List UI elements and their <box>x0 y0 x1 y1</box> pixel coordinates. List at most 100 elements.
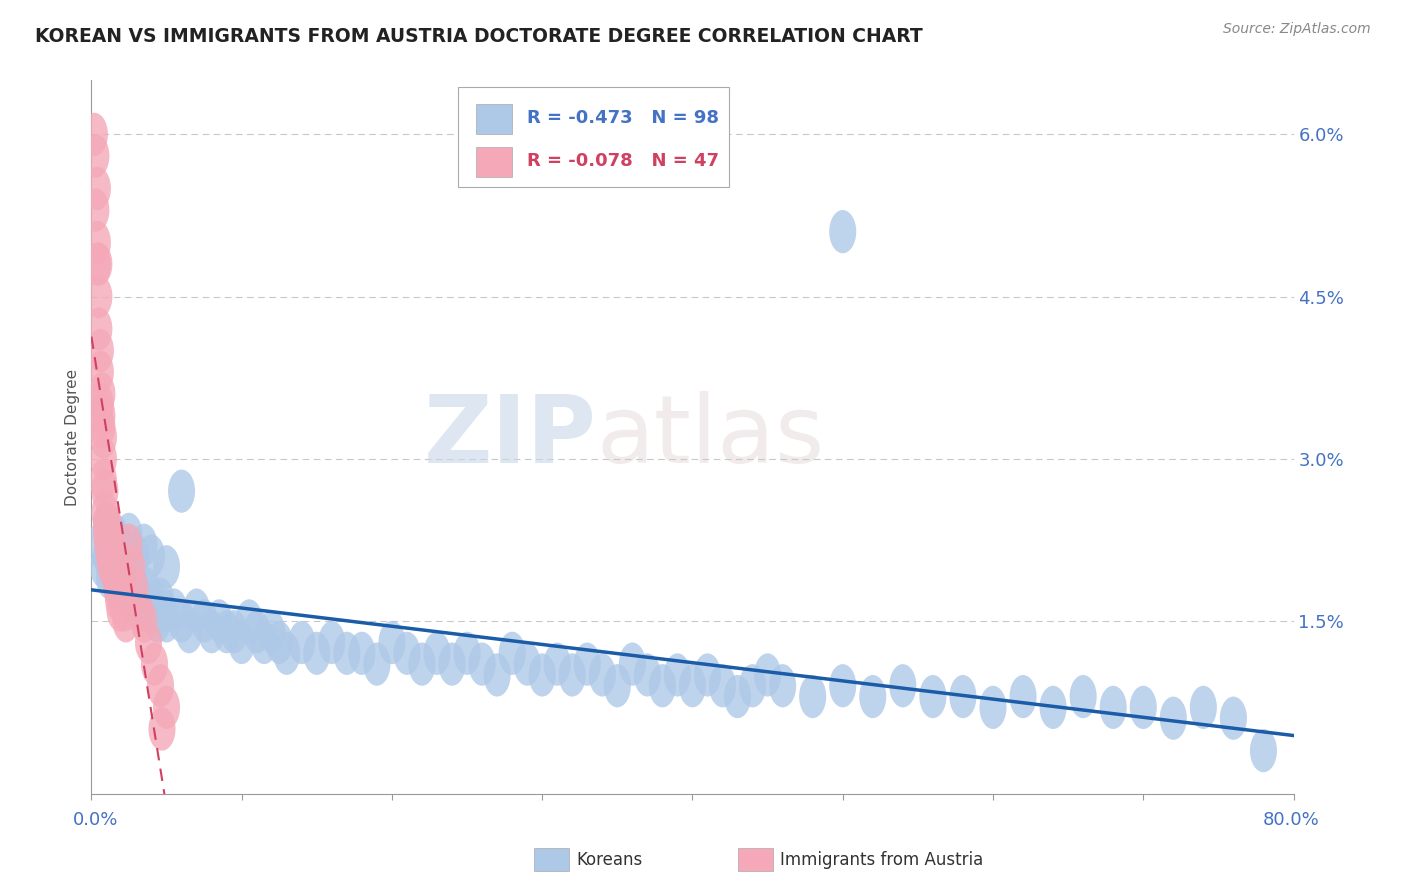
Ellipse shape <box>250 621 278 665</box>
Ellipse shape <box>121 566 149 610</box>
Ellipse shape <box>1099 686 1126 729</box>
Ellipse shape <box>115 513 142 556</box>
Ellipse shape <box>333 632 360 675</box>
Ellipse shape <box>120 556 148 599</box>
Ellipse shape <box>90 458 117 502</box>
Ellipse shape <box>108 524 135 566</box>
Ellipse shape <box>153 545 180 589</box>
Ellipse shape <box>664 653 690 697</box>
Ellipse shape <box>87 329 114 372</box>
Ellipse shape <box>394 632 420 675</box>
Ellipse shape <box>589 653 616 697</box>
Ellipse shape <box>87 383 114 426</box>
Ellipse shape <box>191 599 218 642</box>
Ellipse shape <box>83 135 110 178</box>
Ellipse shape <box>98 524 127 566</box>
Ellipse shape <box>96 556 122 599</box>
Ellipse shape <box>143 599 172 642</box>
Ellipse shape <box>86 243 112 285</box>
Ellipse shape <box>799 675 827 718</box>
Ellipse shape <box>695 653 721 697</box>
Text: R = -0.473   N = 98: R = -0.473 N = 98 <box>527 109 718 127</box>
Ellipse shape <box>148 578 174 621</box>
Ellipse shape <box>148 665 174 707</box>
Ellipse shape <box>105 566 132 610</box>
Text: atlas: atlas <box>596 391 824 483</box>
Ellipse shape <box>378 621 405 665</box>
Ellipse shape <box>176 610 202 653</box>
Ellipse shape <box>82 112 108 156</box>
Ellipse shape <box>91 469 118 513</box>
Ellipse shape <box>349 632 375 675</box>
Ellipse shape <box>363 642 391 686</box>
Ellipse shape <box>859 675 886 718</box>
Ellipse shape <box>205 599 232 642</box>
Ellipse shape <box>949 675 976 718</box>
Text: Koreans: Koreans <box>576 851 643 869</box>
Ellipse shape <box>84 221 111 264</box>
Ellipse shape <box>409 642 436 686</box>
Ellipse shape <box>1160 697 1187 739</box>
Ellipse shape <box>87 351 114 394</box>
Ellipse shape <box>259 610 285 653</box>
Ellipse shape <box>96 534 122 578</box>
Ellipse shape <box>228 621 254 665</box>
Ellipse shape <box>183 589 209 632</box>
Ellipse shape <box>468 642 495 686</box>
Ellipse shape <box>499 632 526 675</box>
Ellipse shape <box>513 642 541 686</box>
Ellipse shape <box>84 243 111 285</box>
Ellipse shape <box>117 578 143 621</box>
Ellipse shape <box>108 556 135 599</box>
Ellipse shape <box>90 437 117 480</box>
Ellipse shape <box>724 675 751 718</box>
Ellipse shape <box>122 566 150 610</box>
Ellipse shape <box>288 621 315 665</box>
Text: Source: ZipAtlas.com: Source: ZipAtlas.com <box>1223 22 1371 37</box>
Ellipse shape <box>619 642 645 686</box>
Ellipse shape <box>100 513 128 556</box>
Ellipse shape <box>149 707 176 751</box>
Ellipse shape <box>122 534 150 578</box>
Ellipse shape <box>118 545 145 589</box>
Ellipse shape <box>86 308 112 351</box>
Ellipse shape <box>83 188 110 232</box>
Text: ZIP: ZIP <box>423 391 596 483</box>
Ellipse shape <box>830 210 856 253</box>
Ellipse shape <box>169 469 195 513</box>
Ellipse shape <box>273 632 301 675</box>
Ellipse shape <box>754 653 782 697</box>
Ellipse shape <box>90 545 117 589</box>
Ellipse shape <box>236 599 263 642</box>
Ellipse shape <box>100 545 128 589</box>
Ellipse shape <box>138 578 165 621</box>
Text: 80.0%: 80.0% <box>1263 811 1319 829</box>
Ellipse shape <box>93 513 120 556</box>
FancyBboxPatch shape <box>477 146 512 177</box>
Ellipse shape <box>101 545 129 589</box>
Ellipse shape <box>89 394 115 437</box>
Ellipse shape <box>198 610 225 653</box>
Ellipse shape <box>890 665 917 707</box>
Ellipse shape <box>439 642 465 686</box>
Ellipse shape <box>454 632 481 675</box>
Ellipse shape <box>1130 686 1157 729</box>
Ellipse shape <box>132 566 159 610</box>
Text: 0.0%: 0.0% <box>73 811 118 829</box>
Ellipse shape <box>131 524 157 566</box>
Ellipse shape <box>650 665 676 707</box>
Ellipse shape <box>160 589 187 632</box>
Ellipse shape <box>105 578 132 621</box>
Text: R = -0.078   N = 47: R = -0.078 N = 47 <box>527 152 718 169</box>
Ellipse shape <box>709 665 735 707</box>
Ellipse shape <box>93 534 120 578</box>
Ellipse shape <box>94 502 121 545</box>
Ellipse shape <box>98 534 127 578</box>
Ellipse shape <box>679 665 706 707</box>
Ellipse shape <box>135 589 162 632</box>
Ellipse shape <box>830 665 856 707</box>
Ellipse shape <box>141 642 169 686</box>
Ellipse shape <box>574 642 600 686</box>
Ellipse shape <box>84 167 111 210</box>
Ellipse shape <box>141 589 169 632</box>
